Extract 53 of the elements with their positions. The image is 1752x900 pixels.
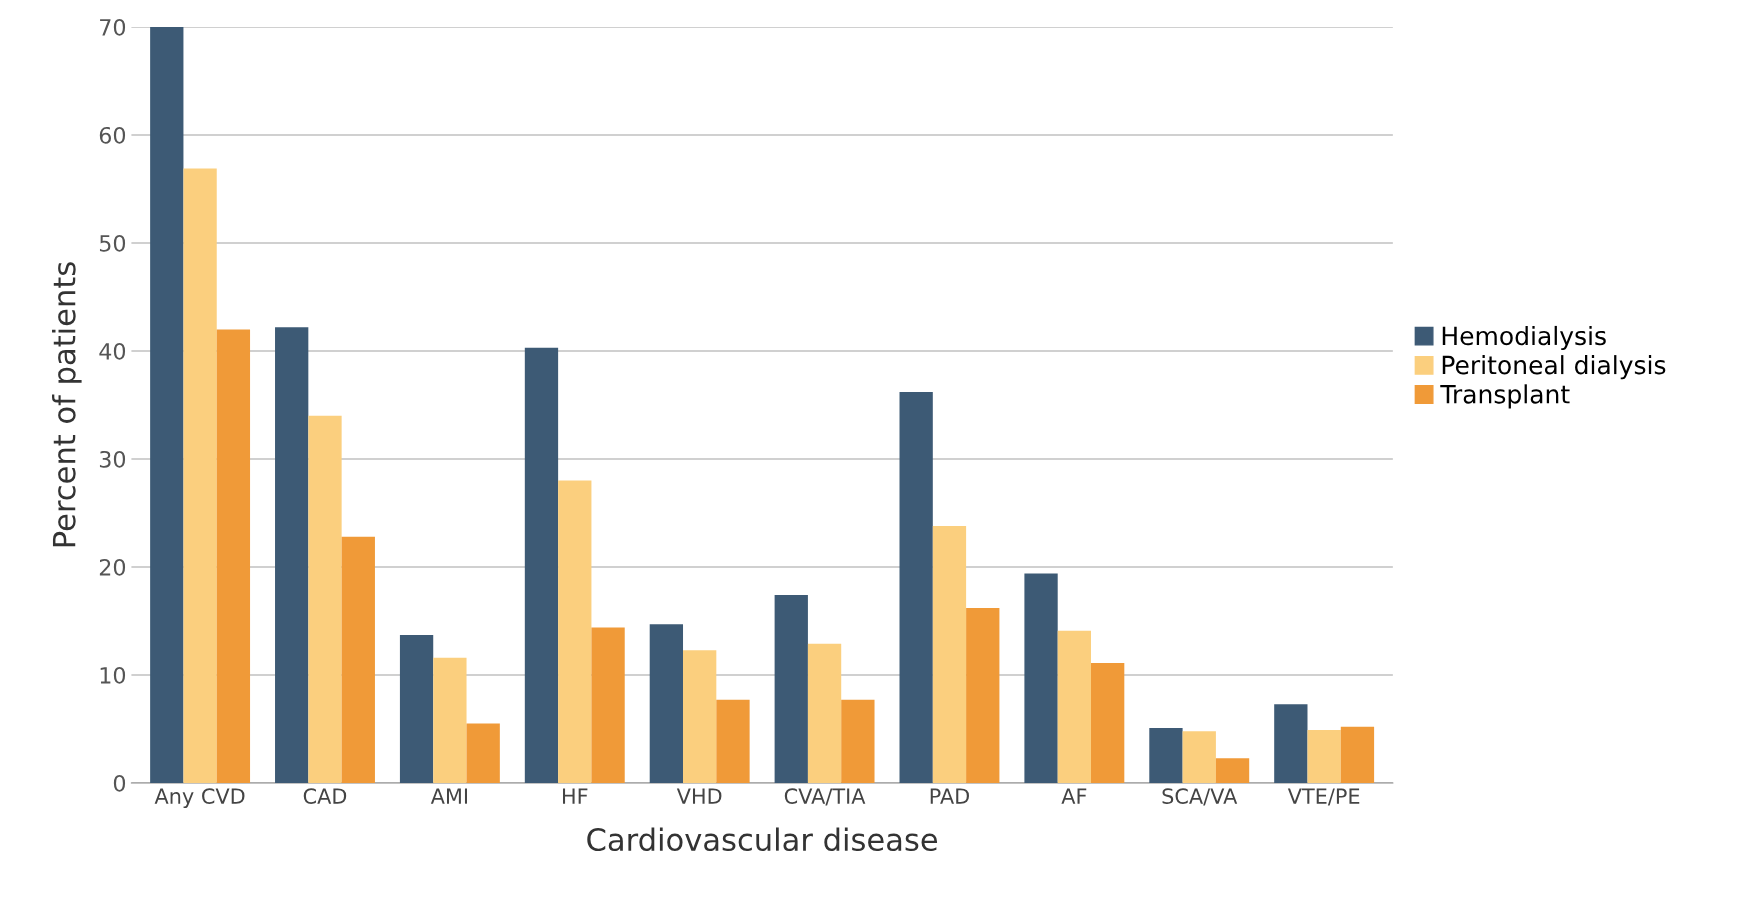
y-axis-title: Percent of patients — [52, 262, 82, 547]
bar — [1215, 758, 1250, 783]
bar — [150, 27, 184, 783]
x-tick-label: VHD — [676, 788, 722, 804]
bar — [183, 168, 217, 783]
bar — [558, 480, 592, 783]
bar — [807, 643, 842, 783]
legend-label: Transplant — [1440, 384, 1570, 409]
bar — [966, 608, 1000, 783]
y-tick-label: 10 — [100, 666, 126, 684]
bar — [649, 624, 684, 783]
bar — [1182, 731, 1216, 783]
bar — [774, 595, 808, 783]
bar — [341, 536, 375, 783]
bar — [932, 525, 967, 783]
legend-label: Peritoneal dialysis — [1442, 355, 1666, 380]
bar — [1340, 726, 1375, 783]
bar — [275, 327, 309, 783]
legend-label: Hemodialysis — [1442, 325, 1606, 351]
x-tick-label: AF — [1061, 788, 1087, 804]
x-tick-label: CAD — [303, 788, 347, 804]
y-tick-label: 0 — [113, 774, 126, 792]
bar — [399, 635, 434, 783]
x-tick-label: AMI — [430, 788, 468, 804]
x-tick-label: CVA/TIA — [784, 788, 866, 806]
bar — [1149, 727, 1183, 783]
bar — [841, 699, 875, 783]
y-tick-label: 70 — [100, 18, 126, 36]
bar — [433, 657, 467, 783]
bar — [1057, 630, 1092, 783]
bar — [899, 392, 933, 783]
bar — [1091, 663, 1125, 783]
bar — [216, 329, 251, 783]
x-tick-label: Any CVD — [154, 788, 245, 809]
x-tick-label: VTE/PE — [1287, 788, 1360, 806]
y-tick-label: 60 — [99, 126, 126, 144]
y-tick-label: 50 — [99, 234, 126, 252]
bar — [591, 627, 625, 783]
y-tick-label: 20 — [99, 558, 126, 576]
bar — [524, 347, 559, 783]
x-tick-label: HF — [563, 788, 588, 804]
bar — [683, 650, 717, 783]
x-axis-title: Cardiovascular disease — [587, 827, 938, 852]
bar — [716, 699, 750, 783]
bar — [1307, 730, 1341, 783]
y-tick-label: 40 — [99, 342, 126, 360]
x-tick-label: PAD — [930, 788, 969, 804]
x-tick-label: SCA/VA — [1162, 788, 1238, 806]
bar — [1024, 573, 1058, 783]
bar — [308, 415, 342, 783]
bar — [466, 723, 500, 783]
bar — [1274, 704, 1308, 783]
y-tick-label: 30 — [99, 450, 126, 468]
